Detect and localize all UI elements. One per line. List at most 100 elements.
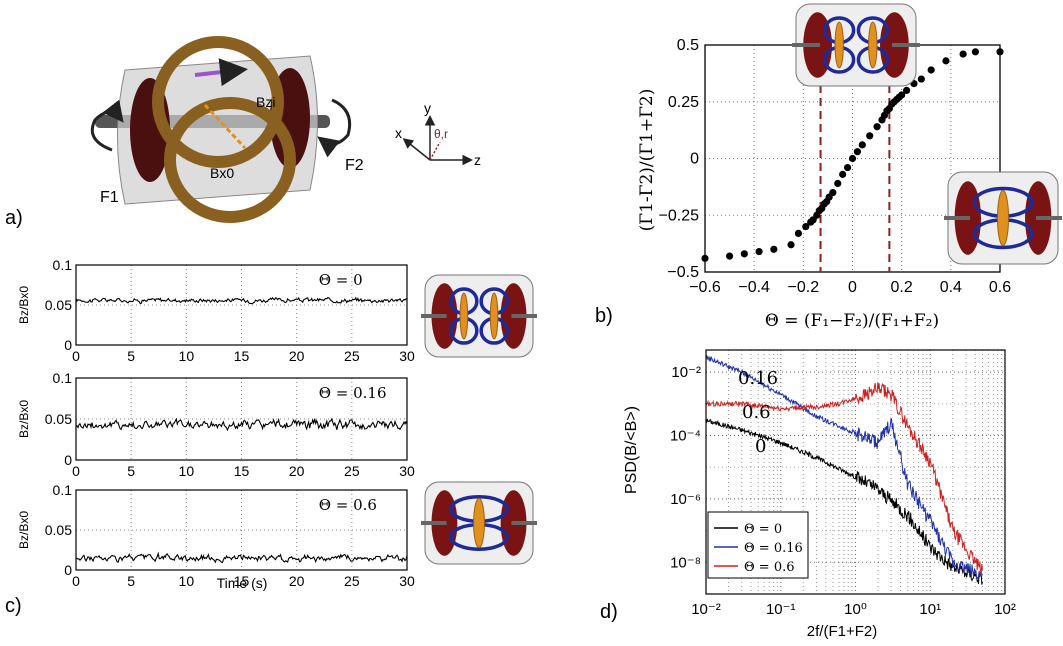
legend-box	[707, 511, 809, 579]
x-tick-label: 10¹	[919, 601, 941, 618]
x-tick-label: 10	[179, 463, 195, 479]
data-point	[971, 48, 980, 56]
x-tick-label: 0.6	[989, 279, 1011, 296]
y-tick-label: −0.5	[667, 264, 699, 281]
y-tick-label: 0.5	[677, 37, 699, 54]
x-tick-label: 25	[344, 463, 360, 479]
data-point	[873, 123, 881, 131]
data-point	[740, 250, 748, 258]
x-tick-label: 5	[127, 348, 135, 364]
data-point	[843, 163, 852, 172]
x-tick-label: 10	[179, 348, 195, 364]
data-point	[927, 66, 935, 74]
panel-label-b: b)	[595, 305, 613, 327]
x-tick-label: 25	[344, 348, 360, 364]
inset-cylinder	[421, 481, 537, 565]
x-tick-label: 25	[344, 573, 360, 589]
x-tick-label: 15	[234, 573, 250, 589]
y-tick-label: −0.25	[659, 207, 700, 224]
y-tick-label: 0.05	[45, 411, 72, 427]
plot-frame	[705, 349, 1006, 595]
triad-x: x	[395, 125, 402, 141]
probe-line	[203, 103, 247, 150]
curve-label: 0.16	[738, 368, 778, 389]
data-point	[755, 247, 763, 256]
y-tick-label: 0.1	[53, 370, 73, 386]
icon-coil	[459, 292, 469, 340]
x-tick-label: 20	[289, 573, 305, 589]
data-point	[959, 50, 967, 58]
panel-b-ylabel: (Γ1-Γ2)/(Γ1+Γ2)	[637, 89, 657, 232]
psd-series	[706, 382, 983, 576]
data-point	[902, 86, 911, 94]
data-point	[866, 132, 874, 140]
x-tick-label: 30	[399, 573, 415, 589]
plot-frame	[75, 489, 408, 571]
x-tick-label: 20	[289, 348, 305, 364]
x-tick-label: 0	[848, 279, 857, 296]
y-tick-label: 0.25	[668, 94, 699, 111]
label-f1: F1	[100, 189, 119, 206]
label-f2: F2	[345, 157, 364, 174]
x-tick-label: 15	[234, 463, 250, 479]
data-point	[858, 141, 866, 149]
inset-one-cell	[944, 171, 1062, 265]
y-axis-label: Bz/Bx0	[17, 511, 31, 549]
legend-entry: Θ = 0.6	[744, 560, 795, 575]
plot-frame	[75, 377, 408, 461]
icon-coil	[473, 497, 485, 549]
panel-c: c) Time (s) 0 5 10 15 20 25 30 0.1 0.05 0 Θ = 0 Bz/…	[5, 257, 537, 617]
panel-d-xlabel: 2f/(F1+F2)	[807, 623, 877, 640]
rotation-arrow-right	[317, 98, 352, 158]
panel-d-ylabel: PSD(B/<B>)	[623, 406, 640, 494]
label-bzi: Bzi	[256, 94, 275, 110]
x-tick-label: 10⁻²	[691, 601, 721, 618]
x-tick-label: 30	[399, 463, 415, 479]
y-tick-label: 10⁻²	[671, 364, 701, 381]
data-point	[834, 179, 842, 188]
data-point	[917, 75, 925, 83]
panel-b-xlabel: Θ = (F₁−F₂)/(F₁+F₂)	[765, 311, 939, 331]
axes-triad: y x z θ,r	[395, 100, 481, 168]
data-point	[802, 223, 810, 231]
triad-y: y	[424, 100, 431, 116]
flow-arrow	[194, 58, 248, 87]
triad-theta-r: θ,r	[434, 127, 448, 141]
icon-coil	[489, 292, 499, 340]
y-tick-label: 10⁻⁸	[670, 554, 701, 571]
subplot-annotation: Θ = 0	[319, 271, 363, 289]
panel-label-d: d)	[600, 601, 618, 623]
x-tick-label: 10⁻¹	[766, 601, 796, 618]
subplot-annotation: Θ = 0.16	[319, 384, 387, 402]
x-tick-label: 10²	[994, 601, 1016, 618]
data-point	[794, 229, 803, 238]
x-tick-label: 0	[72, 348, 80, 364]
subplot-0: 0 5 10 15 20 25 30 0.1 0.05 0 Θ = 0 Bz/Bx0	[17, 257, 415, 364]
icon-coil	[997, 189, 1009, 247]
y-axis-label: Bz/Bx0	[17, 400, 31, 438]
data-point	[839, 170, 847, 178]
curve-label: 0.6	[742, 402, 771, 423]
icon-coil	[834, 21, 844, 69]
y-tick-label: 10⁻⁶	[670, 491, 701, 508]
y-tick-label: 0.1	[53, 482, 73, 498]
inset-two-cell	[792, 3, 920, 87]
x-tick-label: 0.4	[940, 279, 962, 296]
x-tick-label: 10	[179, 573, 195, 589]
icon-coil	[868, 21, 878, 69]
triad-z: z	[474, 152, 481, 168]
legend: Θ = 0 Θ = 0.16 Θ = 0.6	[707, 511, 809, 579]
y-tick-label: 0	[64, 562, 72, 578]
x-tick-label: 0.2	[891, 279, 913, 296]
time-series	[75, 417, 408, 432]
x-tick-label: 5	[127, 573, 135, 589]
x-tick-label: 15	[234, 348, 250, 364]
coil-bottom	[164, 97, 296, 223]
label-bx0: Bx0	[210, 165, 234, 181]
x-tick-label: 30	[399, 348, 415, 364]
psd-series	[706, 418, 983, 585]
panel-d: d) PSD(B/<B>) 2f/(F1+F2) 10⁻² 10⁻¹ 10⁰ 10¹ 1…	[600, 349, 1016, 640]
data-point	[829, 188, 837, 197]
curve-label: 0	[755, 436, 766, 457]
